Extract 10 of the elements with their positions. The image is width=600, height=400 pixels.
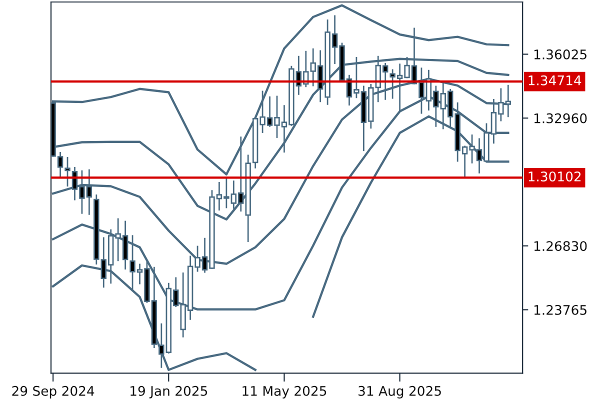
- y-tick-label: 1.26830: [534, 241, 587, 252]
- x-tick-label: 11 May 2025: [242, 386, 326, 398]
- ref-line-label: 1.34714: [528, 75, 582, 86]
- x-tick-label: 19 Jan 2025: [130, 386, 208, 398]
- x-tick-label: 29 Sep 2024: [12, 386, 94, 398]
- y-tick-label: 1.36025: [534, 49, 586, 60]
- ref-line-label: 1.30102: [528, 172, 581, 182]
- x-tick-label: 31 Aug 2025: [358, 386, 441, 398]
- y-tick-label: 1.23765: [534, 304, 586, 315]
- y-tick-label: 1.32960: [534, 113, 587, 124]
